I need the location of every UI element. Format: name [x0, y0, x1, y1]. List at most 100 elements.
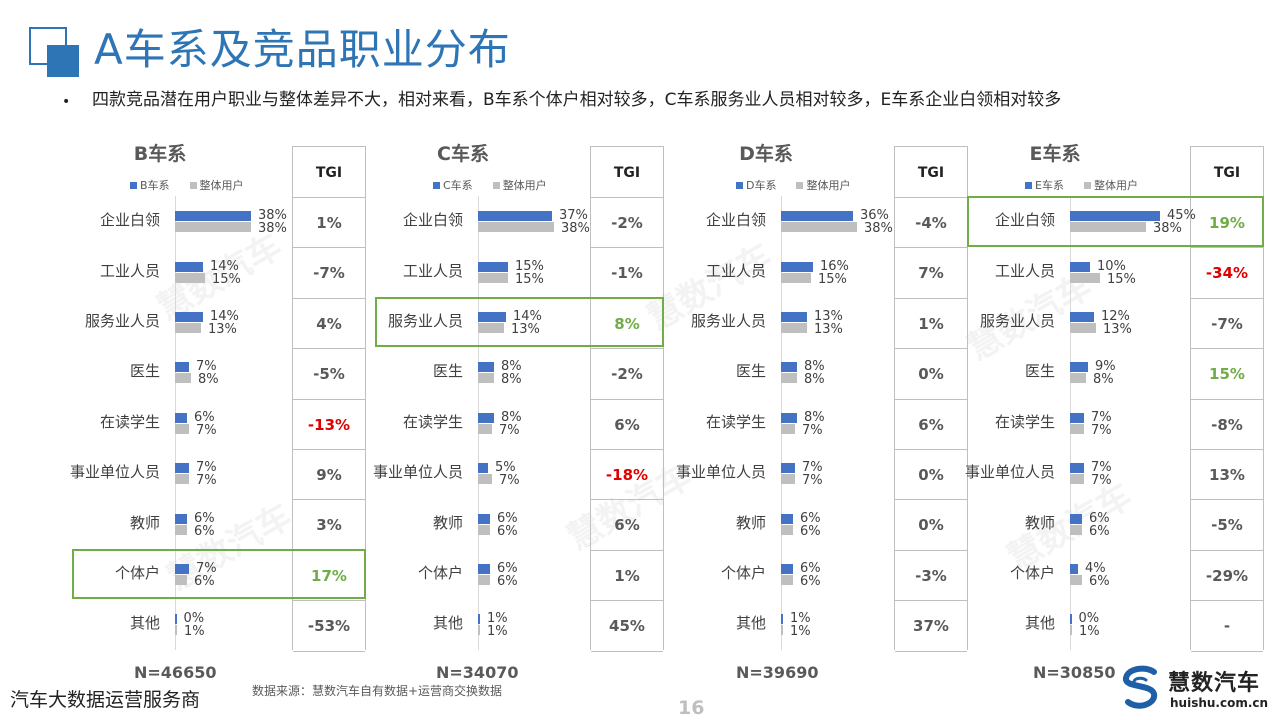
bar-overall [1070, 272, 1100, 283]
tgi-value: -34% [1191, 248, 1263, 299]
brand-logo: 慧数汽车 huishu.com.cn [1116, 662, 1276, 716]
highlight-box [375, 297, 664, 348]
data-source: 数据来源：慧数汽车自有数据+运营商交换数据 [252, 684, 503, 698]
value-label-brand: 1% [487, 611, 508, 627]
bar-brand [781, 312, 807, 322]
value-label-brand: 8% [804, 359, 825, 375]
bar-brand [1070, 564, 1078, 574]
category-label: 个体户 [417, 564, 463, 582]
value-label-brand: 6% [497, 561, 518, 576]
category-label: 教师 [1024, 513, 1055, 532]
value-label-brand: 14% [210, 309, 239, 324]
category-label: 服务业人员 [690, 312, 766, 330]
bar-brand [781, 412, 797, 423]
bar-brand [781, 614, 783, 625]
bar-overall [175, 373, 191, 384]
value-label-overall: 1% [1079, 624, 1100, 640]
value-label-brand: 7% [1091, 409, 1112, 425]
bar-brand [781, 513, 793, 524]
chart-legend: B车系 整体用户 [130, 177, 264, 193]
value-label-brand: 0% [1078, 611, 1100, 627]
tgi-value: -3% [895, 551, 967, 602]
bar-brand [175, 614, 177, 625]
bar-overall [478, 423, 492, 434]
bar-brand [1070, 412, 1084, 423]
sample-size: N=30850 [1033, 663, 1116, 682]
bar-overall [781, 625, 783, 636]
legend-item-overall: 整体用户 [1083, 179, 1138, 192]
bar-brand [1070, 614, 1072, 625]
category-label: 工业人员 [402, 261, 463, 280]
chart-legend: E车系 整体用户 [1025, 177, 1158, 193]
tgi-value: -7% [293, 248, 365, 299]
category-label: 其他 [432, 614, 463, 633]
value-label-brand: 6% [194, 409, 215, 425]
legend-label-brand: D车系 [746, 179, 777, 192]
value-label-brand: 16% [820, 258, 849, 274]
category-label: 服务业人员 [387, 312, 463, 330]
bar-brand [478, 261, 508, 272]
chart-title: C车系 [437, 143, 489, 165]
bar-overall [781, 222, 857, 233]
bar-brand [175, 513, 187, 524]
tgi-column: TGI -4% 7% 1% 0% 6% 0% 0% -3% 37% [894, 146, 968, 652]
legend-swatch-overall [1083, 182, 1091, 189]
legend-item-brand: E车系 [1025, 179, 1064, 192]
tgi-value: 19% [1191, 198, 1263, 249]
value-label-overall: 6% [1089, 523, 1110, 539]
legend-item-brand: B车系 [130, 179, 170, 192]
bar-overall [781, 323, 807, 333]
category-label: 在读学生 [705, 412, 766, 431]
legend-swatch-overall [189, 182, 197, 189]
tgi-value: -4% [895, 198, 967, 249]
legend-label-brand: C车系 [443, 179, 473, 192]
tgi-value: 37% [895, 601, 967, 652]
value-label-overall: 6% [497, 574, 518, 589]
legend-swatch-brand [130, 182, 137, 189]
summary-text: 四款竞品潜在用户职业与整体差异不大，相对来看，B车系个体户相对较多，C车系服务业… [92, 90, 1062, 110]
category-label: 在读学生 [402, 412, 463, 431]
title-logo-block [47, 45, 79, 77]
bar-overall [1070, 423, 1084, 434]
legend-label-brand: E车系 [1035, 179, 1064, 192]
bar-overall [175, 524, 187, 535]
tgi-value: 15% [1191, 349, 1263, 400]
bar-brand [781, 564, 793, 574]
bar-overall [1070, 323, 1096, 333]
category-label: 企业白领 [402, 211, 463, 230]
tgi-value: 45% [591, 601, 663, 652]
value-label-overall: 8% [198, 372, 219, 388]
value-label-overall: 7% [1091, 473, 1112, 489]
sample-size: N=39690 [736, 663, 819, 682]
value-label-brand: 6% [800, 561, 821, 576]
sample-size: N=34070 [436, 663, 519, 682]
bar-brand [478, 312, 506, 322]
tgi-column: TGI 19% -34% -7% 15% -8% 13% -5% -29% - [1190, 146, 1264, 652]
value-label-overall: 13% [208, 322, 237, 337]
legend-label-overall: 整体用户 [199, 179, 244, 192]
tgi-value: -2% [591, 349, 663, 400]
bar-brand [1070, 261, 1090, 272]
legend-label-overall: 整体用户 [806, 179, 851, 192]
value-label-overall: 8% [804, 372, 825, 388]
page-title: A车系及竞品职业分布 [94, 25, 511, 74]
value-label-brand: 14% [210, 258, 239, 274]
highlight-box [72, 549, 366, 600]
bar-brand [478, 362, 494, 373]
value-label-overall: 6% [800, 574, 821, 589]
bar-brand [175, 463, 189, 474]
category-label: 个体户 [720, 564, 766, 582]
bar-brand [781, 362, 797, 373]
value-label-overall: 6% [800, 523, 821, 539]
chart-title: D车系 [739, 143, 793, 165]
value-label-brand: 45% [1167, 208, 1196, 224]
value-label-overall: 6% [194, 574, 215, 589]
value-label-overall: 7% [499, 422, 520, 438]
value-label-brand: 4% [1085, 561, 1106, 576]
value-label-brand: 14% [513, 309, 542, 324]
value-label-brand: 12% [1101, 309, 1130, 324]
category-label: 工业人员 [994, 261, 1055, 280]
highlight-box [967, 196, 1264, 247]
bar-overall [175, 272, 205, 283]
chart-axis-line [781, 196, 782, 650]
